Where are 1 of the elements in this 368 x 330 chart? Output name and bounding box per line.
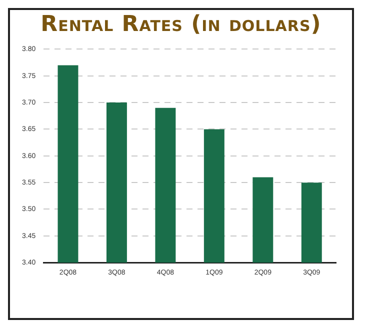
chart-title: Rental Rates (in dollars) <box>40 12 322 37</box>
